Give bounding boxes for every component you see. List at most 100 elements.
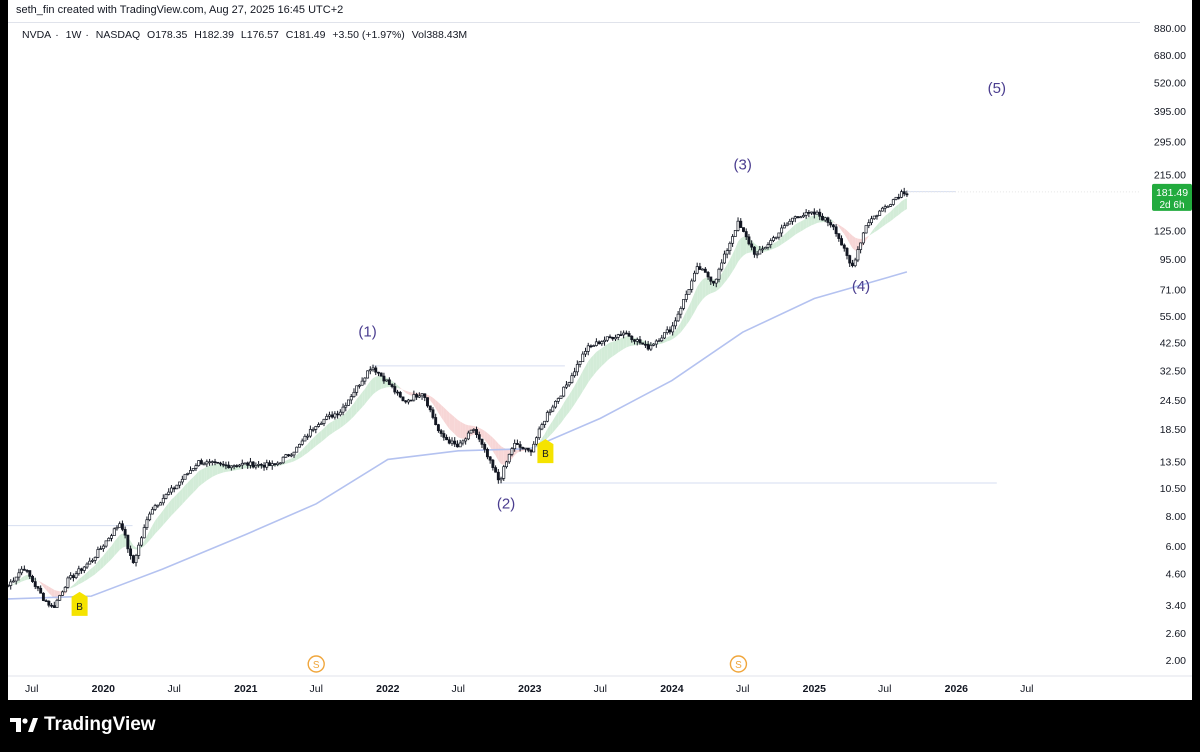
buy-signal-label: B xyxy=(542,449,549,460)
candle-body xyxy=(227,464,231,469)
ribbon-segment-down xyxy=(503,447,507,465)
candle-body xyxy=(428,405,432,411)
candle-body xyxy=(303,436,307,442)
candle-body xyxy=(355,385,359,393)
ribbon-segment-up xyxy=(285,459,289,464)
ribbon-segment-up xyxy=(743,236,747,256)
candle-body xyxy=(736,220,740,231)
candle-body xyxy=(39,587,43,594)
ribbon-segment-up xyxy=(806,217,809,229)
ribbon-segment-up xyxy=(215,463,218,476)
candle-body xyxy=(210,461,214,463)
candle-body xyxy=(409,399,413,402)
candle-body xyxy=(436,424,440,432)
candle-body xyxy=(687,289,691,295)
credit-line: seth_fin created with TradingView.com, A… xyxy=(16,4,344,16)
candle-body xyxy=(668,329,672,333)
ribbon-segment-up xyxy=(95,561,98,575)
candle-body xyxy=(567,382,571,386)
candle-body xyxy=(404,400,408,403)
candle-body xyxy=(385,379,389,382)
ribbon-segment-up xyxy=(789,226,793,239)
candle-body xyxy=(341,406,345,413)
ribbon-segment-up xyxy=(683,311,687,329)
candle-body xyxy=(96,549,100,558)
candle-body xyxy=(63,586,67,593)
candle-body xyxy=(594,341,598,346)
legend-dot: · xyxy=(55,29,59,41)
price-tick-label: 55.00 xyxy=(1160,311,1186,323)
candle-body xyxy=(379,372,383,377)
ribbon-segment-up xyxy=(315,432,319,447)
candle-body xyxy=(137,544,141,556)
candle-body xyxy=(289,454,293,457)
time-tick-label: Jul xyxy=(452,683,465,695)
ribbon-segment-up xyxy=(901,199,905,213)
candle-body xyxy=(763,247,767,250)
ribbon-segment-up xyxy=(569,390,572,413)
candle-body xyxy=(466,432,470,440)
ribbon-segment-up xyxy=(209,464,213,479)
ribbon-segment-down xyxy=(501,446,504,465)
time-tick-label: 2025 xyxy=(803,683,827,695)
ribbon-segment-up xyxy=(201,468,205,485)
candle-body xyxy=(377,371,380,374)
ribbon-segment-down xyxy=(490,435,493,452)
ribbon-segment-down xyxy=(838,224,842,231)
candle-body xyxy=(55,599,59,608)
elliott-wave-label: (2) xyxy=(497,496,515,513)
ribbon-segment-up xyxy=(571,385,575,409)
candle-body xyxy=(8,585,10,587)
ribbon-segment-up xyxy=(21,575,25,582)
legend-symbol[interactable]: NVDA xyxy=(22,29,52,41)
ribbon-segment-up xyxy=(18,577,22,583)
candle-body xyxy=(722,253,726,264)
time-tick-label: Jul xyxy=(736,683,749,695)
candle-body xyxy=(660,337,664,342)
ribbon-segment-up xyxy=(817,214,820,224)
candle-body xyxy=(58,595,62,601)
ribbon-segment-up xyxy=(67,587,71,591)
candle-body xyxy=(120,523,124,530)
candle-body xyxy=(818,211,822,217)
ribbon-segment-up xyxy=(773,242,777,249)
candle-body xyxy=(614,337,617,340)
candle-body xyxy=(875,215,879,217)
candle-body xyxy=(807,212,811,214)
ribbon-segment-up xyxy=(220,463,224,474)
candle-body xyxy=(363,377,367,382)
ribbon-segment-up xyxy=(585,361,589,387)
candle-body xyxy=(750,243,754,248)
candle-body xyxy=(246,462,250,466)
ribbon-segment-down xyxy=(833,220,837,224)
candle-body xyxy=(472,429,476,431)
ribbon-segment-up xyxy=(296,452,300,460)
ribbon-segment-up xyxy=(620,337,624,351)
price-chart[interactable]: (1) (2) (3) (4) (5) B B S S 880.00 680.00 520.00 395… xyxy=(8,0,1192,700)
ribbon-segment-up xyxy=(73,582,77,588)
candle-body xyxy=(213,461,217,463)
ribbon-segment-up xyxy=(811,215,815,226)
candle-body xyxy=(690,280,694,290)
candle-body xyxy=(338,411,342,416)
ribbon-segment-up xyxy=(599,348,602,369)
candle-body xyxy=(126,534,130,550)
ribbon-segment-up xyxy=(691,293,695,317)
ribbon-segment-down xyxy=(844,228,848,239)
elliott-wave-label: (1) xyxy=(358,324,376,341)
price-tick-label: 2.00 xyxy=(1166,655,1187,667)
candle-body xyxy=(693,272,696,282)
ribbon-segment-down xyxy=(481,429,485,440)
tradingview-brand[interactable]: TradingView xyxy=(10,714,156,736)
candle-body xyxy=(347,399,350,406)
ribbon-segment-up xyxy=(566,394,570,416)
candle-body xyxy=(180,478,184,483)
candle-body xyxy=(382,375,386,382)
candle-body xyxy=(82,566,86,571)
ribbon-segment-up xyxy=(727,259,730,280)
candle-body xyxy=(731,236,735,244)
ribbon-segment-up xyxy=(544,428,548,442)
ribbon-segment-down xyxy=(405,390,409,395)
candle-body xyxy=(679,308,683,315)
price-tick-label: 4.60 xyxy=(1166,569,1187,581)
